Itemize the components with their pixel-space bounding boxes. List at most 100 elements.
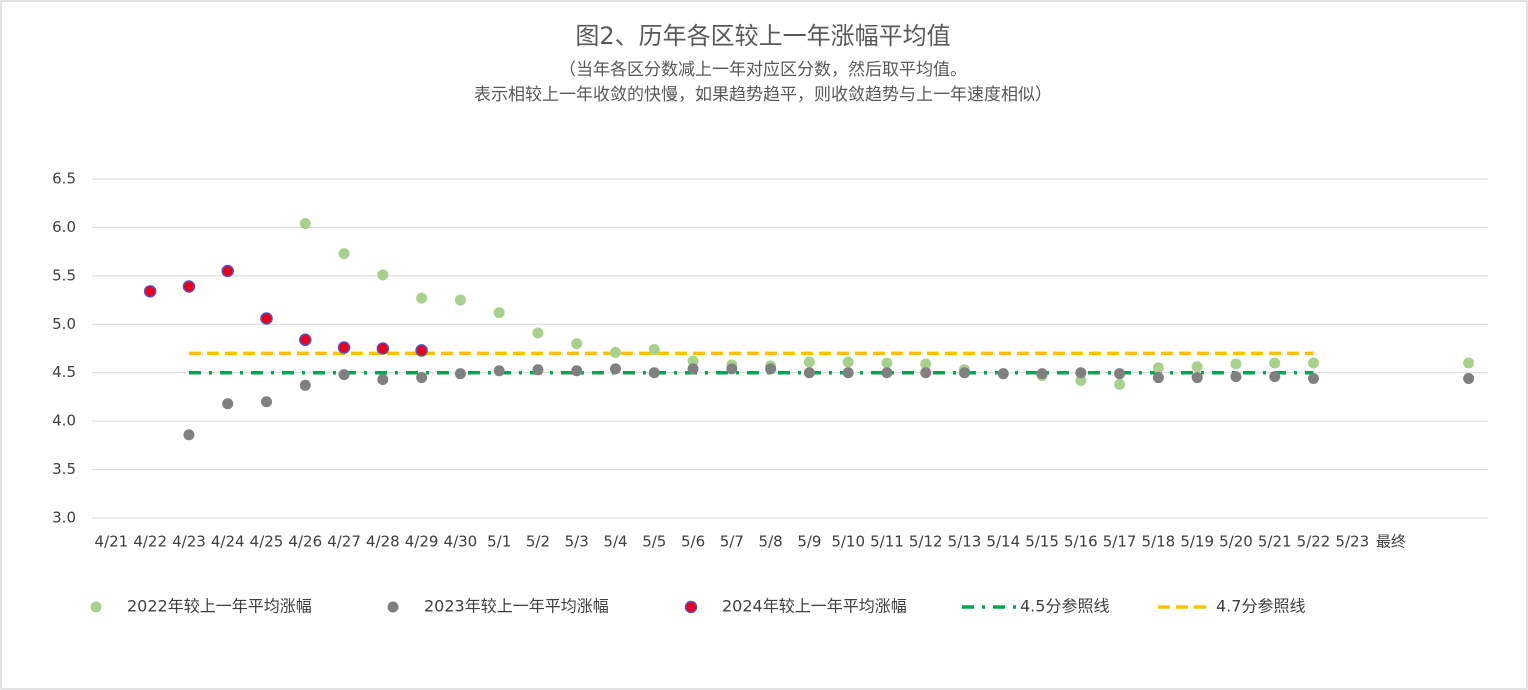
- data-point: [765, 363, 777, 375]
- x-tick-label: 5/8: [759, 533, 783, 551]
- data-point: [416, 372, 428, 384]
- data-point: [415, 344, 428, 357]
- data-point: [1308, 373, 1319, 385]
- data-point: [648, 367, 660, 379]
- data-point: [571, 338, 583, 350]
- data-point: [222, 398, 234, 410]
- data-point: [1308, 357, 1319, 369]
- data-point: [1191, 361, 1203, 373]
- y-tick-label: 4.5: [52, 363, 76, 381]
- data-point: [183, 429, 195, 441]
- x-tick-label: 5/1: [487, 533, 511, 551]
- legend-label: 4.7分参照线: [1216, 597, 1305, 616]
- legend-label: 4.5分参照线: [1020, 597, 1109, 616]
- data-point: [299, 218, 311, 230]
- data-point: [610, 363, 621, 375]
- x-tick-label: 5/6: [681, 533, 705, 551]
- x-tick-label: 4/22: [133, 533, 167, 551]
- data-point: [1152, 362, 1164, 374]
- x-tick-label: 5/7: [720, 533, 744, 551]
- x-tick-label: 5/13: [948, 533, 982, 551]
- data-point: [1075, 374, 1087, 386]
- data-point: [1114, 378, 1126, 390]
- x-tick-label: 5/23: [1335, 533, 1369, 551]
- data-point: [1269, 371, 1281, 383]
- data-point: [376, 342, 390, 355]
- data-point: [920, 367, 932, 379]
- data-point: [299, 379, 311, 391]
- x-tick-label: 最终: [1376, 533, 1406, 551]
- data-point: [338, 248, 350, 260]
- data-point: [687, 363, 699, 375]
- x-tick-label: 4/21: [95, 533, 129, 551]
- x-tick-label: 4/28: [366, 533, 400, 551]
- data-point: [377, 269, 389, 281]
- data-point: [610, 346, 621, 358]
- data-point: [997, 368, 1009, 380]
- y-tick-label: 6.0: [52, 218, 76, 236]
- data-point: [687, 355, 699, 367]
- chart-subtitle: 表示相较上一年收敛的快慢，如果趋势趋平，则收敛趋势与上一年速度相似）: [474, 84, 1052, 105]
- x-tick-label: 5/18: [1142, 533, 1176, 551]
- x-tick-label: 5/19: [1180, 533, 1214, 551]
- data-point: [1114, 368, 1126, 380]
- x-tick-label: 4/27: [327, 533, 361, 551]
- y-tick-label: 3.5: [52, 460, 76, 478]
- x-tick-label: 5/22: [1297, 533, 1331, 551]
- data-point: [260, 312, 273, 325]
- data-point: [920, 358, 932, 370]
- y-tick-label: 6.5: [52, 170, 76, 188]
- data-point: [532, 327, 544, 339]
- data-point: [338, 369, 350, 381]
- x-tick-label: 5/3: [565, 533, 589, 551]
- data-point: [1269, 357, 1281, 369]
- data-point: [337, 341, 351, 354]
- data-point: [648, 343, 660, 355]
- data-point: [299, 333, 312, 347]
- x-tick-label: 4/25: [250, 533, 284, 551]
- x-tick-label: 5/9: [797, 533, 821, 551]
- data-point: [493, 307, 505, 319]
- data-point: [726, 363, 738, 375]
- x-tick-label: 5/11: [870, 533, 904, 551]
- data-point: [261, 396, 272, 408]
- x-tick-label: 4/23: [172, 533, 206, 551]
- x-tick-label: 5/4: [603, 533, 627, 551]
- y-tick-label: 4.0: [52, 412, 76, 430]
- data-point: [842, 356, 854, 368]
- data-point: [454, 368, 466, 380]
- x-tick-label: 4/29: [405, 533, 439, 551]
- x-tick-label: 5/10: [831, 533, 865, 551]
- x-tick-label: 5/16: [1064, 533, 1098, 551]
- data-point: [1463, 373, 1475, 385]
- data-point: [1036, 368, 1048, 380]
- data-point: [182, 280, 196, 293]
- legend-label: 2023年较上一年平均涨幅: [424, 597, 609, 616]
- data-point: [842, 367, 854, 379]
- data-point: [416, 292, 428, 304]
- x-tick-label: 5/17: [1103, 533, 1137, 551]
- data-point: [1152, 372, 1164, 384]
- data-point: [959, 367, 970, 379]
- data-point: [532, 364, 544, 376]
- chart-subtitle: （当年各区分数减上一年对应区分数，然后取平均值。: [559, 60, 967, 80]
- x-tick-label: 5/2: [526, 533, 550, 551]
- chart-title: 图2、历年各区较上一年涨幅平均值: [575, 22, 950, 50]
- data-point: [881, 357, 893, 369]
- y-tick-label: 3.0: [52, 509, 76, 527]
- x-tick-label: 4/26: [288, 533, 322, 551]
- y-tick-label: 5.5: [52, 266, 76, 284]
- x-tick-label: 5/20: [1219, 533, 1253, 551]
- data-point: [454, 294, 466, 306]
- data-point: [1230, 371, 1242, 383]
- data-point: [1230, 358, 1242, 370]
- data-point: [493, 365, 505, 377]
- legend-swatch: [387, 601, 399, 613]
- legend-swatch: [684, 600, 698, 614]
- x-tick-label: 5/15: [1025, 533, 1059, 551]
- legend-swatch: [90, 601, 102, 613]
- data-point: [1463, 357, 1475, 369]
- data-point: [803, 367, 815, 379]
